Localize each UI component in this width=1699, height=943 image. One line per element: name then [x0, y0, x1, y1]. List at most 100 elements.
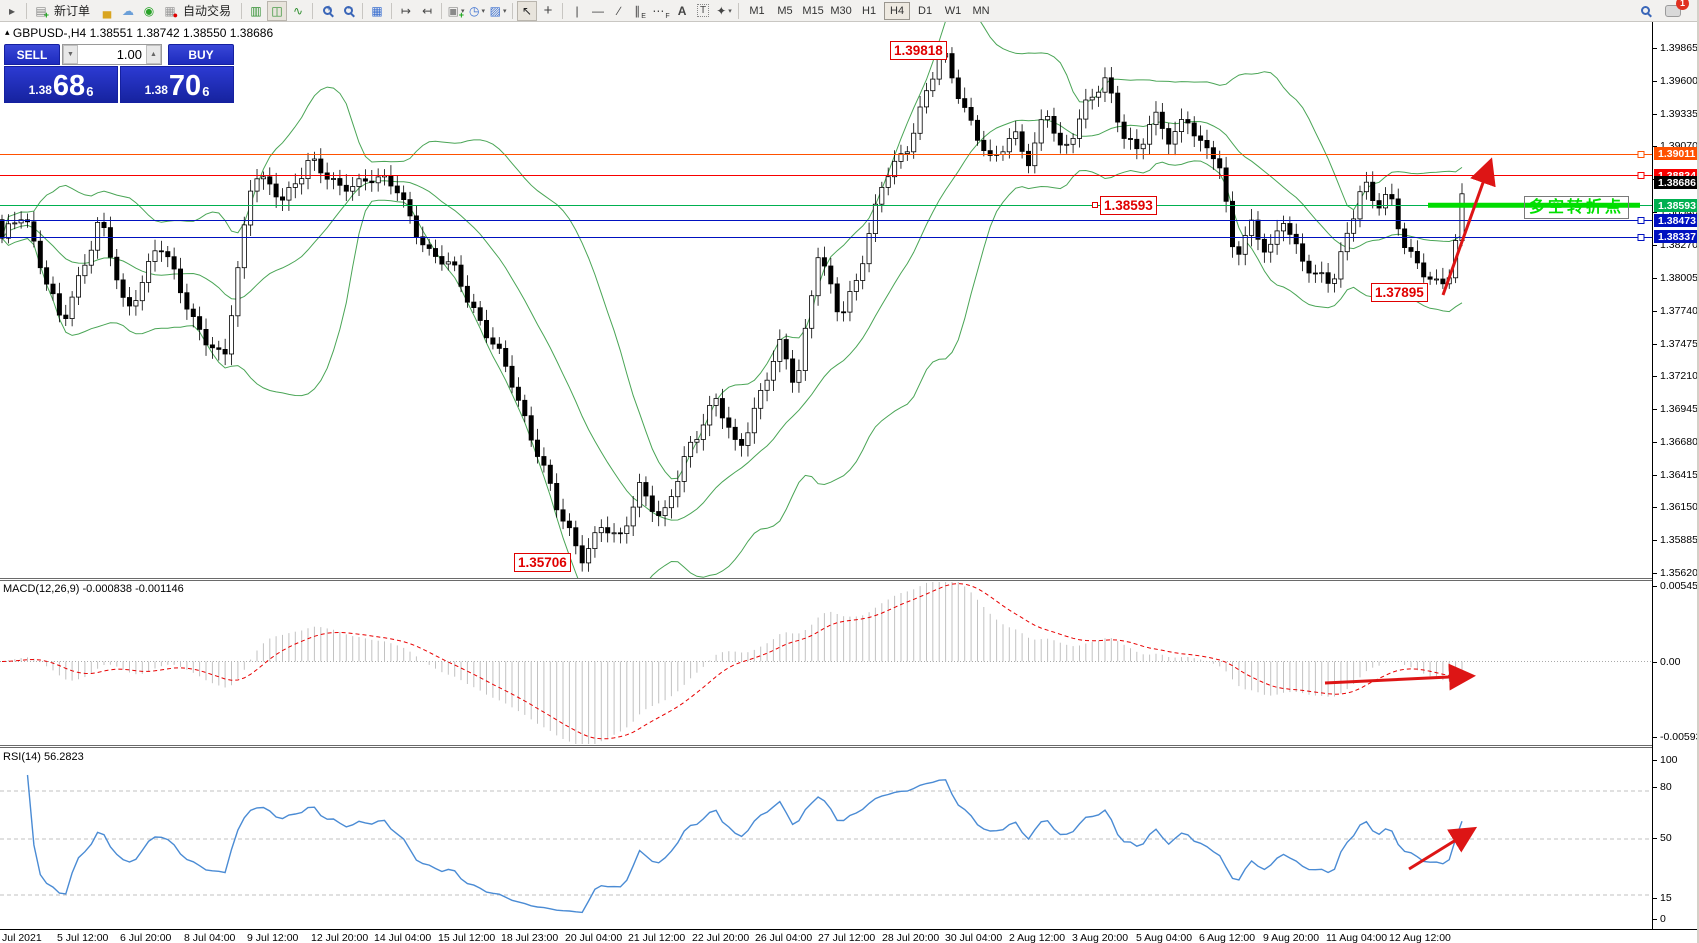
price-tick-mark — [1653, 376, 1657, 377]
timeframe-h1-button[interactable]: H1 — [862, 4, 877, 17]
pane-separator[interactable] — [0, 578, 1697, 579]
timeframe-m1-button[interactable]: M1 — [749, 4, 765, 17]
price-tick-label: 1.35885 — [1660, 534, 1698, 546]
journal-icon[interactable]: ▄ — [102, 3, 112, 18]
crosshair-icon[interactable]: + — [543, 2, 553, 19]
pane-separator[interactable] — [0, 747, 1697, 748]
time-axis-label: 2 Aug 12:00 — [1009, 932, 1066, 943]
price-annotation[interactable]: 1.35706 — [514, 553, 571, 572]
timeframe-mn-button[interactable]: MN — [972, 4, 990, 17]
price-annotation[interactable]: 1.39818 — [890, 41, 947, 60]
autotrading-icon[interactable]: ▦ ● — [164, 3, 179, 20]
sell-price-display[interactable]: 1.38 68 6 — [4, 66, 118, 103]
time-axis[interactable]: Jul 2021 5 Jul 12:00 6 Jul 20:00 8 Jul 04:0… — [0, 929, 1697, 943]
periods-icon[interactable]: ◷ ▾ — [469, 3, 486, 18]
pane-separator[interactable] — [0, 745, 1697, 746]
fibonacci-icon[interactable]: ⋯ F — [652, 3, 670, 20]
equidistant-channel-icon[interactable]: ∥ E — [634, 3, 646, 20]
price-tick-mark — [1653, 114, 1657, 115]
timeframe-m15-button[interactable]: M15 — [802, 4, 824, 17]
timeframe-w1-button[interactable]: W1 — [944, 4, 962, 17]
text-icon[interactable]: A — [677, 3, 687, 18]
price-tick-mark — [1653, 409, 1657, 410]
bar-chart-icon[interactable]: ▥ — [250, 3, 262, 18]
price-tick-label: 1.39865 — [1660, 42, 1698, 54]
signal-icon[interactable]: ◉ — [143, 3, 155, 18]
rsi-tick-mark — [1653, 787, 1657, 788]
line-chart-icon[interactable]: ∿ — [293, 3, 304, 18]
price-tick-mark — [1653, 245, 1657, 246]
zoom-out-icon[interactable]: − — [338, 1, 358, 21]
pointer-icon[interactable]: ▸ — [8, 3, 16, 18]
toolbar-separator — [512, 2, 514, 19]
price-level-chip: 1.38593 — [1654, 199, 1697, 212]
price-tick-label: 1.38005 — [1660, 272, 1698, 284]
price-level-chip: 1.39011 — [1654, 147, 1697, 160]
macd-tick-mark — [1653, 737, 1657, 738]
auto-scroll-icon[interactable]: ↦ — [401, 3, 412, 18]
volume-value[interactable]: 1.00 — [116, 47, 142, 62]
toolbar-separator — [241, 2, 243, 19]
cursor-icon[interactable]: ↖ — [517, 0, 538, 21]
sell-button[interactable]: SELL — [4, 44, 60, 65]
macd-tick-label: -0.005938 — [1660, 731, 1697, 743]
toolbar-separator — [441, 2, 443, 19]
price-tick-label: 1.35620 — [1660, 567, 1698, 579]
price-tick-label: 1.37475 — [1660, 338, 1698, 350]
new-order-label[interactable]: 新订单 — [54, 4, 91, 18]
navigator-icon[interactable]: ☁ — [122, 3, 135, 18]
volume-decrease-button[interactable]: ▼ — [63, 45, 78, 64]
timeframe-h4-button[interactable]: H4 — [884, 1, 911, 20]
chart-shift-icon[interactable]: ↤ — [422, 3, 433, 18]
timeframe-m30-button[interactable]: M30 — [830, 4, 852, 17]
pivot-note-label[interactable]: 多空转折点 — [1524, 196, 1630, 219]
timeframe-m5-button[interactable]: M5 — [777, 4, 793, 17]
rsi-tick-mark — [1653, 898, 1657, 899]
volume-increase-button[interactable]: ▲ — [146, 45, 161, 64]
time-axis-label: Jul 2021 — [2, 932, 42, 943]
rsi-tick-label: 100 — [1660, 754, 1678, 766]
time-axis-label: 21 Jul 12:00 — [628, 932, 686, 943]
arrows-icon[interactable]: ✦ ▾ — [716, 3, 732, 18]
tile-windows-icon[interactable]: ▦ — [371, 3, 383, 18]
price-tick-mark — [1653, 212, 1657, 213]
new-order-icon[interactable]: ▤ + — [35, 3, 49, 20]
search-icon[interactable] — [1635, 1, 1655, 21]
price-tick-mark — [1653, 81, 1657, 82]
autotrading-label[interactable]: 自动交易 — [183, 4, 232, 18]
rsi-tick-mark — [1653, 760, 1657, 761]
buy-price-display[interactable]: 1.38 70 6 — [120, 66, 234, 103]
price-tick-mark — [1653, 507, 1657, 508]
price-tick-label: 1.37740 — [1660, 305, 1698, 317]
price-annotation[interactable]: 1.38593 — [1100, 196, 1157, 215]
rsi-pane-canvas[interactable] — [0, 748, 1652, 929]
new-chart-icon[interactable]: ▣ + ▾ — [447, 3, 465, 20]
price-annotation[interactable]: 1.37895 — [1371, 283, 1428, 302]
trendline-icon[interactable]: ∕ — [618, 3, 621, 18]
buy-button[interactable]: BUY — [168, 44, 234, 65]
price-axis[interactable]: 1.398651.396001.393351.390701.388051.385… — [1652, 22, 1698, 929]
notifications-icon[interactable]: 1 — [1663, 0, 1689, 21]
zoom-in-icon[interactable]: + — [317, 1, 337, 21]
time-axis-label: 9 Aug 20:00 — [1263, 932, 1320, 943]
time-axis-label: 20 Jul 04:00 — [565, 932, 623, 943]
candlestick-chart-icon[interactable]: ◫ — [267, 0, 288, 21]
ohlc-open: 1.38551 — [89, 26, 133, 40]
time-axis-label: 27 Jul 12:00 — [818, 932, 876, 943]
horizontal-line-icon[interactable]: — — [592, 3, 605, 18]
ohlc-high: 1.38742 — [136, 26, 180, 40]
macd-pane-canvas[interactable] — [0, 581, 1652, 745]
rsi-tick-mark — [1653, 838, 1657, 839]
time-axis-label: 30 Jul 04:00 — [945, 932, 1003, 943]
templates-icon[interactable]: ▨ ▾ — [489, 3, 507, 18]
vertical-line-icon[interactable]: | — [575, 3, 579, 18]
toolbar-separator — [362, 2, 364, 19]
sell-price-big: 68 — [52, 70, 86, 102]
text-label-icon[interactable]: T — [693, 1, 713, 21]
timeframe-d1-button[interactable]: D1 — [918, 4, 933, 17]
toolbar-separator — [312, 2, 314, 19]
one-click-trading-panel: SELL ▼ 1.00 ▲ BUY 1.38 68 6 1.38 70 6 — [4, 44, 234, 103]
price-tick-mark — [1653, 475, 1657, 476]
pane-separator[interactable] — [0, 580, 1697, 581]
